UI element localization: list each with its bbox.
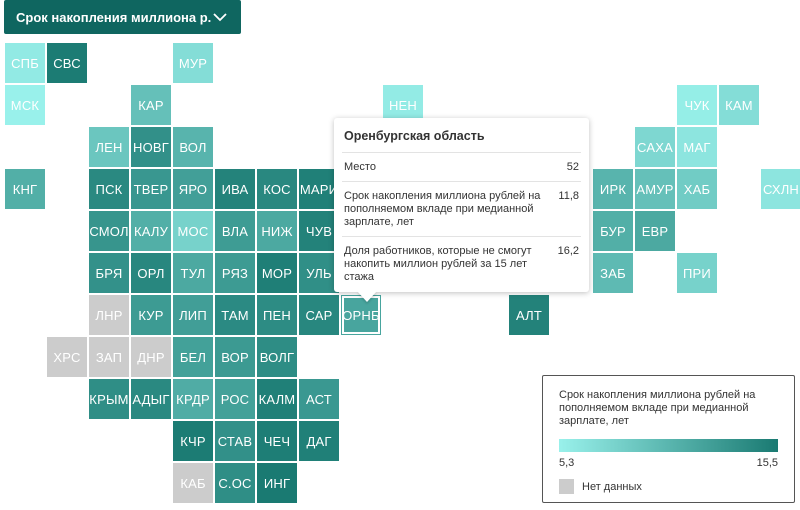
region-tile-МУР[interactable]: МУР (173, 43, 213, 83)
region-tile-ЛИП[interactable]: ЛИП (173, 295, 213, 335)
region-tile-ЧУВ[interactable]: ЧУВ (299, 211, 339, 251)
region-tile-АМУР[interactable]: АМУР (635, 169, 675, 209)
region-tile-САР[interactable]: САР (299, 295, 339, 335)
legend-title: Срок накопления миллиона рублей на попол… (559, 389, 756, 427)
tooltip-row-share: Доля работников, которые не смогут накоп… (342, 237, 581, 291)
region-tile-СТАВ[interactable]: СТАВ (215, 421, 255, 461)
region-tile-ЯРО[interactable]: ЯРО (173, 169, 213, 209)
region-tile-КУР[interactable]: КУР (131, 295, 171, 335)
region-tile-СХЛН[interactable]: СХЛН (761, 169, 800, 209)
chevron-down-icon (213, 13, 227, 22)
region-tile-С.ОС[interactable]: С.ОС (215, 463, 255, 503)
tooltip-years-value: 11,8 (558, 190, 579, 202)
region-tile-БУР[interactable]: БУР (593, 211, 633, 251)
region-tile-ЛНР[interactable]: ЛНР (89, 295, 129, 335)
region-tile-КЧР[interactable]: КЧР (173, 421, 213, 461)
region-tile-УЛЬ[interactable]: УЛЬ (299, 253, 339, 293)
region-tile-НИЖ[interactable]: НИЖ (257, 211, 297, 251)
region-tile-КОС[interactable]: КОС (257, 169, 297, 209)
region-tile-ЧУК[interactable]: ЧУК (677, 85, 717, 125)
region-tile-ДАГ[interactable]: ДАГ (299, 421, 339, 461)
tooltip-pointer (357, 291, 377, 302)
region-tile-РОС[interactable]: РОС (215, 379, 255, 419)
region-tile-ЗАП[interactable]: ЗАП (89, 337, 129, 377)
nodata-swatch (559, 479, 574, 494)
region-tile-БЕЛ[interactable]: БЕЛ (173, 337, 213, 377)
legend-max-label: 15,5 (756, 457, 778, 469)
region-tile-ВОЛ[interactable]: ВОЛ (173, 127, 213, 167)
tooltip-row-years: Срок накопления миллиона рублей на попол… (342, 182, 581, 237)
legend-ticks: 5,3 15,5 (559, 457, 778, 469)
metric-dropdown-label: Срок накопления миллиона р... (16, 9, 211, 25)
region-tile-ИВА[interactable]: ИВА (215, 169, 255, 209)
tooltip-title: Оренбургская область (342, 118, 581, 153)
region-tile-МАГ[interactable]: МАГ (677, 127, 717, 167)
region-tile-КАМ[interactable]: КАМ (719, 85, 759, 125)
tooltip-share-label: Доля работников, которые не смогут накоп… (344, 245, 532, 283)
region-tile-ВОЛГ[interactable]: ВОЛГ (257, 337, 297, 377)
tooltip-rank-value: 52 (566, 161, 579, 173)
tooltip-years-label: Срок накопления миллиона рублей на попол… (344, 190, 541, 228)
region-tile-КАБ[interactable]: КАБ (173, 463, 213, 503)
region-tile-МСК[interactable]: МСК (5, 85, 45, 125)
region-tile-БРЯ[interactable]: БРЯ (89, 253, 129, 293)
region-tile-ЛЕН[interactable]: ЛЕН (89, 127, 129, 167)
region-tile-ИРК[interactable]: ИРК (593, 169, 633, 209)
region-tile-ТВЕР[interactable]: ТВЕР (131, 169, 171, 209)
region-tooltip: Оренбургская область Место 52 Срок накоп… (334, 118, 589, 292)
region-tile-КНГ[interactable]: КНГ (5, 169, 45, 209)
region-tile-ПРИ[interactable]: ПРИ (677, 253, 717, 293)
tooltip-row-rank: Место 52 (342, 153, 581, 182)
region-tile-ЕВР[interactable]: ЕВР (635, 211, 675, 251)
tooltip-share-value: 16,2 (557, 245, 579, 257)
region-tile-ЗАБ[interactable]: ЗАБ (593, 253, 633, 293)
region-tile-КАЛУ[interactable]: КАЛУ (131, 211, 171, 251)
region-tile-САХА[interactable]: САХА (635, 127, 675, 167)
region-tile-СМОЛ[interactable]: СМОЛ (89, 211, 129, 251)
region-tile-ДНР[interactable]: ДНР (131, 337, 171, 377)
region-tile-КАР[interactable]: КАР (131, 85, 171, 125)
region-tile-АДЫГ[interactable]: АДЫГ (131, 379, 171, 419)
legend-nodata-label: Нет данных (582, 480, 642, 493)
region-tile-МОС[interactable]: МОС (173, 211, 213, 251)
region-tile-ЧЕЧ[interactable]: ЧЕЧ (257, 421, 297, 461)
region-tile-КРДР[interactable]: КРДР (173, 379, 213, 419)
region-tile-ТУЛ[interactable]: ТУЛ (173, 253, 213, 293)
region-tile-ОРЛ[interactable]: ОРЛ (131, 253, 171, 293)
region-tile-ХРС[interactable]: ХРС (47, 337, 87, 377)
region-tile-МАРИ[interactable]: МАРИ (299, 169, 339, 209)
region-tile-КРЫМ[interactable]: КРЫМ (89, 379, 129, 419)
region-tile-ВОР[interactable]: ВОР (215, 337, 255, 377)
region-tile-РЯЗ[interactable]: РЯЗ (215, 253, 255, 293)
legend-nodata: Нет данных (559, 479, 778, 494)
region-tile-МОР[interactable]: МОР (257, 253, 297, 293)
region-tile-СВС[interactable]: СВС (47, 43, 87, 83)
region-tile-КАЛМ[interactable]: КАЛМ (257, 379, 297, 419)
region-tile-ИНГ[interactable]: ИНГ (257, 463, 297, 503)
legend-gradient-bar (559, 439, 778, 452)
region-tile-АЛТ[interactable]: АЛТ (509, 295, 549, 335)
region-tile-АСТ[interactable]: АСТ (299, 379, 339, 419)
region-tile-СПБ[interactable]: СПБ (5, 43, 45, 83)
legend-min-label: 5,3 (559, 457, 575, 469)
metric-dropdown[interactable]: Срок накопления миллиона р... (4, 0, 241, 34)
region-tile-ТАМ[interactable]: ТАМ (215, 295, 255, 335)
tooltip-rank-label: Место (344, 161, 376, 173)
color-legend: Срок накопления миллиона рублей на попол… (542, 375, 795, 503)
region-tile-ПЕН[interactable]: ПЕН (257, 295, 297, 335)
region-tile-ПСК[interactable]: ПСК (89, 169, 129, 209)
region-tile-НОВГ[interactable]: НОВГ (131, 127, 171, 167)
region-tile-ХАБ[interactable]: ХАБ (677, 169, 717, 209)
region-tile-ВЛА[interactable]: ВЛА (215, 211, 255, 251)
